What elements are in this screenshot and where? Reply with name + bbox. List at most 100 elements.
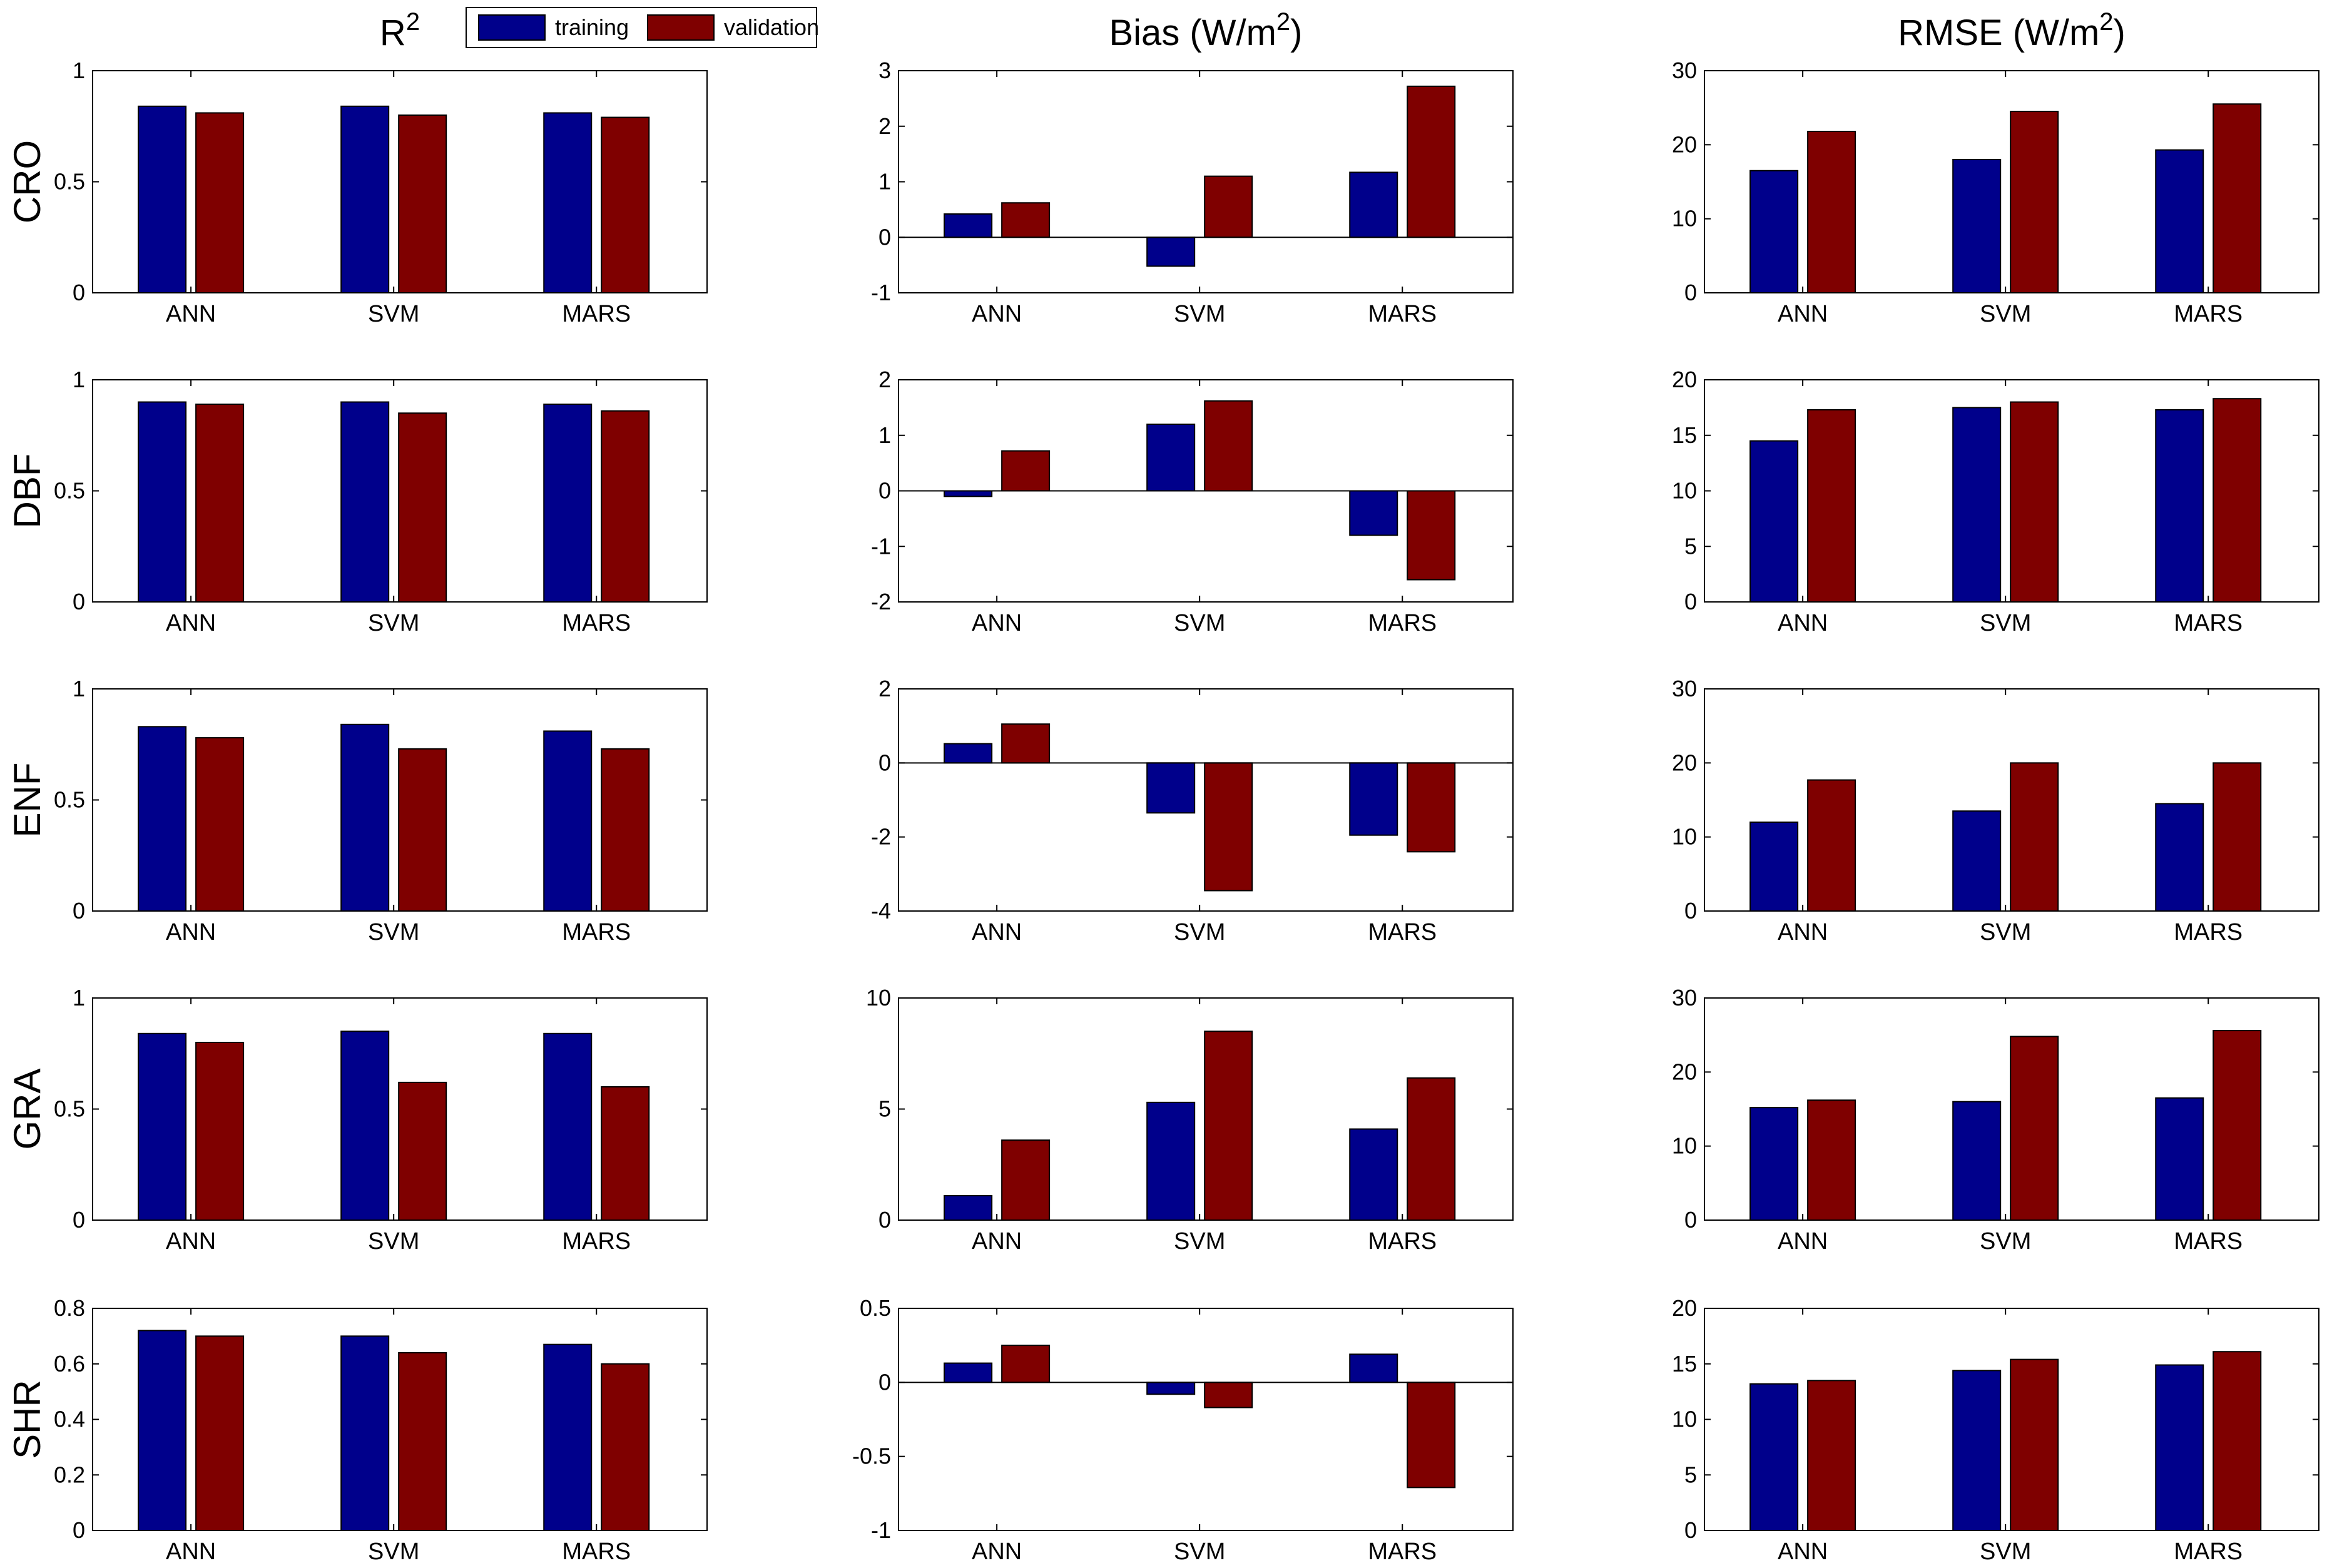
x-tick-label: ANN xyxy=(972,919,1022,945)
x-tick-label: ANN xyxy=(1778,1228,1828,1255)
y-tick-label: 20 xyxy=(1672,750,1697,775)
panel-enf-rmse: ANN SVM MARS 0 10 20 30 xyxy=(1672,676,2319,945)
x-tick-label: MARS xyxy=(562,301,631,327)
bar-training-mars xyxy=(543,1032,593,1221)
axes-frame xyxy=(898,70,1514,293)
bar-validation-ann xyxy=(195,1042,245,1221)
bar-training-svm xyxy=(340,1031,390,1221)
bar-training-mars xyxy=(1349,762,1398,836)
bar-training-ann xyxy=(944,743,993,764)
x-tick-label: ANN xyxy=(166,1539,216,1565)
x-tick-label: SVM xyxy=(1980,610,2031,636)
panel-shr-rmse: ANN SVM MARS 0 5 10 15 20 xyxy=(1672,1295,2319,1565)
bar-training-ann xyxy=(944,1362,993,1383)
bar-training-ann xyxy=(944,1194,993,1221)
y-tick-label: -2 xyxy=(871,824,891,850)
bar-training-ann xyxy=(138,1032,187,1221)
y-tick-label: 0 xyxy=(1684,589,1697,614)
axes-frame xyxy=(92,997,708,1221)
y-tick-label: 0 xyxy=(878,1207,891,1233)
bar-validation-mars xyxy=(2212,1030,2262,1221)
x-tick-label: ANN xyxy=(166,610,216,636)
bar-validation-mars xyxy=(601,1363,650,1531)
panel-dbf-rmse: ANN SVM MARS 0 5 10 15 20 xyxy=(1672,367,2319,636)
bar-training-ann xyxy=(138,105,187,294)
y-tick-label: 0 xyxy=(73,898,85,924)
y-tick-label: -2 xyxy=(871,589,891,614)
bar-training-mars xyxy=(543,730,593,912)
bar-validation-ann xyxy=(1807,131,1856,294)
y-tick-label: -1 xyxy=(871,1517,891,1543)
bar-training-ann xyxy=(1749,440,1799,603)
y-tick-label: 20 xyxy=(1672,367,1697,392)
bar-validation-mars xyxy=(2212,398,2262,603)
panel-cro-rmse: ANN SVM MARS 0 10 20 30 xyxy=(1672,58,2319,327)
y-tick-label: 3 xyxy=(878,58,891,83)
x-tick-label: MARS xyxy=(2174,919,2243,945)
bar-validation-ann xyxy=(1001,450,1051,492)
bar-training-mars xyxy=(1349,171,1398,238)
column-title: Bias (W/m2) xyxy=(1109,8,1302,53)
x-tick-label: ANN xyxy=(1778,610,1828,636)
bar-validation-svm xyxy=(2010,762,2059,912)
column-title: RMSE (W/m2) xyxy=(1898,8,2126,53)
x-tick-label: MARS xyxy=(2174,1539,2243,1565)
bar-validation-svm xyxy=(1204,400,1253,492)
bar-validation-ann xyxy=(1001,202,1051,238)
row-label: CRO xyxy=(6,140,48,223)
bar-training-svm xyxy=(1952,159,2002,293)
y-tick-label: 0 xyxy=(878,478,891,504)
bar-validation-svm xyxy=(2010,401,2059,603)
bar-validation-mars xyxy=(1407,762,1456,853)
legend: training validation xyxy=(466,7,819,48)
column-titles: R2 Bias (W/m2) RMSE (W/m2) xyxy=(380,8,2126,53)
legend-swatch-validation xyxy=(647,14,715,41)
bar-validation-svm xyxy=(1204,175,1253,238)
x-tick-label: MARS xyxy=(2174,301,2243,327)
y-tick-label: 0 xyxy=(73,1517,85,1543)
row-label: SHR xyxy=(6,1380,48,1459)
y-tick-label: 0.2 xyxy=(54,1462,85,1487)
y-tick-label: 0 xyxy=(1684,898,1697,924)
panel-dbf-r2: ANN SVM MARS 0 0.5 1 xyxy=(54,367,708,636)
bar-validation-ann xyxy=(195,737,245,912)
bar-validation-ann xyxy=(1807,409,1856,603)
y-tick-label: 20 xyxy=(1672,1059,1697,1084)
axes-frame xyxy=(92,688,708,912)
x-tick-label: SVM xyxy=(368,610,419,636)
x-tick-label: MARS xyxy=(562,610,631,636)
bar-validation-ann xyxy=(195,112,245,293)
y-tick-label: -1 xyxy=(871,280,891,305)
bar-validation-ann xyxy=(1807,779,1856,912)
bar-training-mars xyxy=(2155,149,2204,293)
y-tick-label: 1 xyxy=(73,58,85,83)
bar-training-ann xyxy=(138,726,187,912)
bar-validation-mars xyxy=(1407,1382,1456,1489)
y-tick-label: 5 xyxy=(1684,533,1697,559)
y-tick-label: 0 xyxy=(1684,280,1697,305)
panel-gra-rmse: ANN SVM MARS 0 10 20 30 xyxy=(1672,985,2319,1255)
y-tick-label: 0 xyxy=(878,224,891,250)
bar-validation-svm xyxy=(398,1352,447,1531)
y-tick-label: 10 xyxy=(1672,1407,1697,1432)
y-tick-label: -1 xyxy=(871,533,891,559)
bar-validation-ann xyxy=(1001,1139,1051,1221)
x-tick-label: MARS xyxy=(1368,301,1437,327)
y-tick-label: 1 xyxy=(878,422,891,448)
bar-training-ann xyxy=(944,213,993,238)
panel-enf-bias: ANN SVM MARS -4 -2 0 2 xyxy=(871,676,1514,945)
x-tick-label: SVM xyxy=(1174,301,1225,327)
bar-training-ann xyxy=(1749,1383,1799,1531)
bar-training-svm xyxy=(1146,1101,1196,1221)
panel-enf-r2: ANN SVM MARS 0 0.5 1 xyxy=(54,676,708,945)
bar-validation-mars xyxy=(601,748,650,912)
y-tick-label: 0.6 xyxy=(54,1351,85,1377)
bar-training-mars xyxy=(543,404,593,603)
bar-training-svm xyxy=(1146,237,1196,267)
bar-training-svm xyxy=(340,105,390,294)
y-tick-label: 0 xyxy=(73,280,85,305)
row-labels: CRO DBF ENF GRA SHR xyxy=(6,140,48,1459)
y-tick-label: 0 xyxy=(1684,1517,1697,1543)
bar-validation-ann xyxy=(195,404,245,603)
